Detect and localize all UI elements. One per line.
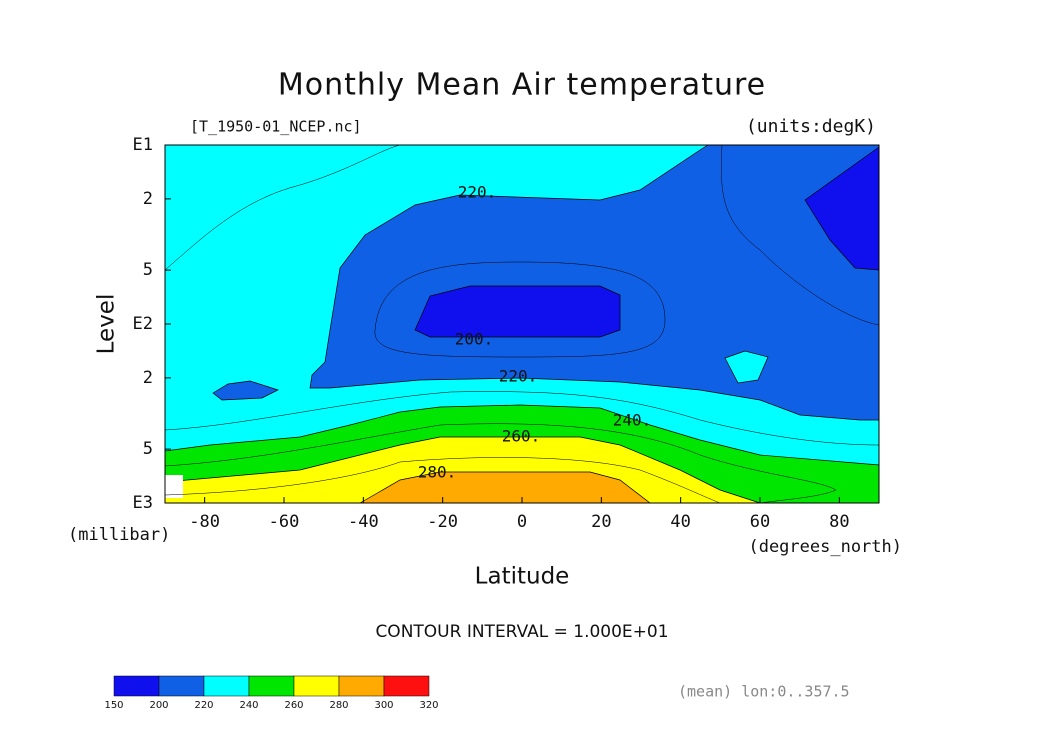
contour-label: 240.	[613, 411, 652, 430]
x-tick-label: -60	[269, 512, 300, 532]
units-label: (units:degK)	[746, 116, 876, 137]
colorbar-box	[158, 675, 205, 697]
missing-data	[165, 475, 183, 498]
colorbar-label: 240	[239, 700, 258, 711]
colorbar-label: 150	[104, 700, 123, 711]
colorbar-label: 300	[374, 700, 393, 711]
contour-region	[724, 350, 769, 384]
contour-region	[212, 380, 279, 401]
colorbar-label: 260	[284, 700, 303, 711]
x-tick-label: 40	[670, 512, 690, 532]
x-tick-label: -80	[189, 512, 220, 532]
contour-line	[164, 391, 880, 446]
contour-label: 220.	[458, 183, 497, 202]
colorbar-box	[338, 675, 385, 697]
y-tick-label: 2	[143, 189, 153, 209]
contour-region	[804, 146, 880, 271]
contour-region	[414, 285, 621, 338]
contour-regions	[164, 144, 880, 504]
contour-line	[164, 457, 721, 504]
colorbar-label: 220	[194, 700, 213, 711]
contour-line	[721, 144, 880, 326]
colorbar-box	[248, 675, 295, 697]
x-tick-label: 60	[750, 512, 770, 532]
colorbar-box	[203, 675, 250, 697]
chart-title: Monthly Mean Air temperature	[278, 68, 766, 103]
contour-label: 280.	[418, 463, 457, 482]
y-tick-label: E3	[133, 493, 153, 513]
y-tick-label: E1	[133, 135, 153, 155]
y-tick-label: E2	[133, 314, 153, 334]
colorbar-label: 280	[329, 700, 348, 711]
footer-note: (mean) lon:0..357.5	[678, 683, 850, 701]
x-units: (degrees_north)	[748, 537, 902, 557]
y-tick-label: 2	[143, 368, 153, 388]
x-axis-label: Latitude	[475, 564, 570, 590]
y-axis-label: Level	[94, 294, 120, 355]
y-units: (millibar)	[68, 525, 170, 545]
colorbar-box	[293, 675, 340, 697]
contour-interval: CONTOUR INTERVAL = 1.000E+01	[375, 622, 668, 642]
y-tick-label: 5	[143, 260, 153, 280]
subtitle: [T_1950-01_NCEP.nc]	[190, 118, 362, 136]
x-tick-label: 80	[829, 512, 849, 532]
colorbar-label: 200	[149, 700, 168, 711]
colorbar-box	[383, 675, 430, 697]
x-tick-label: 20	[591, 512, 611, 532]
colorbar-label: 320	[419, 700, 438, 711]
y-tick-label: 5	[143, 439, 153, 459]
contour-label: 200.	[455, 330, 494, 349]
contour-label: 260.	[502, 427, 541, 446]
x-tick-label: -40	[348, 512, 379, 532]
contour-label: 220.	[499, 367, 538, 386]
contour-line	[164, 144, 401, 271]
colorbar-box	[113, 675, 160, 697]
x-tick-label: -20	[427, 512, 458, 532]
x-tick-label: 0	[517, 512, 527, 532]
contour-line	[374, 261, 666, 358]
contour-line	[164, 423, 837, 504]
